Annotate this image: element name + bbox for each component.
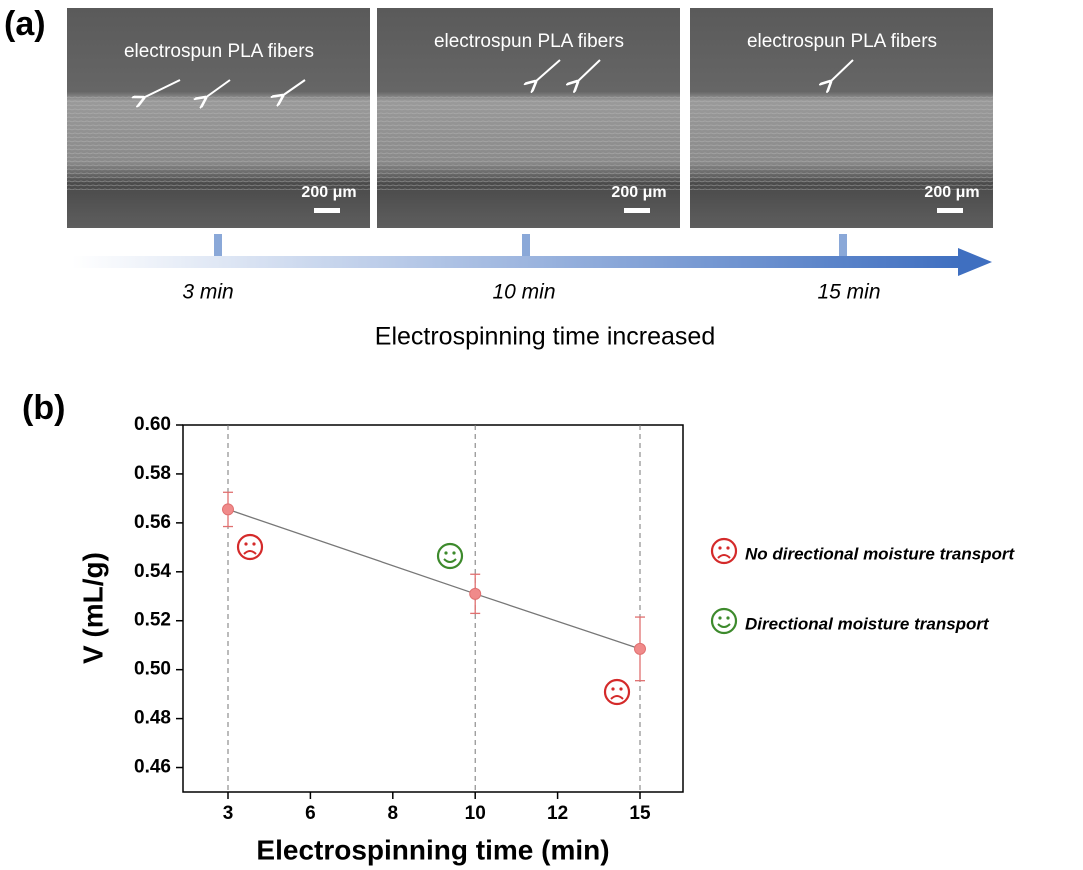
data-point bbox=[470, 588, 481, 599]
y-axis-title: V (mL/g) bbox=[77, 552, 108, 664]
face-eye bbox=[252, 542, 255, 545]
timeline-tick bbox=[522, 234, 530, 258]
timeline-label: Electrospinning time increased bbox=[375, 323, 715, 351]
timeline-tick bbox=[839, 234, 847, 258]
x-tick-label: 6 bbox=[305, 803, 316, 824]
figure: (a) electrospun PLA fibers 200 μm 3 min ele… bbox=[0, 0, 1083, 870]
face bbox=[605, 680, 629, 704]
fiber-layer bbox=[690, 95, 993, 190]
x-tick-label: 10 bbox=[465, 803, 486, 824]
face-eye bbox=[611, 687, 614, 690]
x-tick-label: 12 bbox=[547, 803, 568, 824]
face bbox=[438, 544, 462, 568]
data-point bbox=[223, 504, 234, 515]
face-eye bbox=[452, 551, 455, 554]
trend-line bbox=[475, 594, 640, 649]
face-eye bbox=[619, 687, 622, 690]
scale-bar-label: 200 μm bbox=[611, 184, 666, 201]
face-mouth bbox=[611, 696, 623, 699]
face bbox=[712, 539, 736, 563]
y-tick-label: 0.46 bbox=[134, 757, 171, 778]
face bbox=[712, 609, 736, 633]
face-mouth bbox=[718, 555, 730, 558]
image-annotation: electrospun PLA fibers bbox=[434, 31, 624, 52]
scale-bar bbox=[314, 208, 340, 213]
x-axis-title: Electrospinning time (min) bbox=[256, 834, 609, 865]
scale-bar bbox=[624, 208, 650, 213]
legend-label: Directional moisture transport bbox=[745, 614, 990, 633]
scale-bar-label: 200 μm bbox=[301, 184, 356, 201]
panel-label: (b) bbox=[22, 389, 65, 427]
y-tick-label: 0.48 bbox=[134, 708, 171, 729]
scale-bar-label: 200 μm bbox=[924, 184, 979, 201]
time-label: 10 min bbox=[492, 281, 555, 304]
fiber-layer bbox=[67, 95, 370, 190]
image-annotation: electrospun PLA fibers bbox=[124, 41, 314, 62]
face-eye bbox=[444, 551, 447, 554]
time-label: 3 min bbox=[182, 281, 233, 304]
face-eye bbox=[244, 542, 247, 545]
face-mouth bbox=[444, 559, 456, 562]
x-tick-label: 15 bbox=[629, 803, 651, 824]
x-tick-label: 3 bbox=[223, 803, 234, 824]
timeline bbox=[72, 256, 962, 268]
face-eye bbox=[726, 616, 729, 619]
face-mouth bbox=[244, 551, 256, 554]
y-tick-label: 0.58 bbox=[134, 463, 171, 484]
x-tick-label: 8 bbox=[388, 803, 399, 824]
scale-bar bbox=[937, 208, 963, 213]
face-eye bbox=[718, 616, 721, 619]
image-annotation: electrospun PLA fibers bbox=[747, 31, 937, 52]
face bbox=[238, 535, 262, 559]
y-tick-label: 0.54 bbox=[134, 561, 171, 582]
data-point bbox=[635, 643, 646, 654]
y-tick-label: 0.60 bbox=[134, 414, 171, 435]
panel-label: (a) bbox=[4, 5, 46, 43]
fiber-layer bbox=[377, 95, 680, 190]
timeline-arrow bbox=[958, 248, 992, 276]
plot-frame bbox=[183, 425, 683, 792]
face-mouth bbox=[718, 624, 730, 627]
y-tick-label: 0.52 bbox=[134, 610, 171, 631]
face-eye bbox=[718, 546, 721, 549]
legend-label: No directional moisture transport bbox=[745, 544, 1016, 563]
y-tick-label: 0.50 bbox=[134, 659, 171, 680]
y-tick-label: 0.56 bbox=[134, 512, 171, 533]
timeline-tick bbox=[214, 234, 222, 258]
time-label: 15 min bbox=[817, 281, 880, 304]
face-eye bbox=[726, 546, 729, 549]
